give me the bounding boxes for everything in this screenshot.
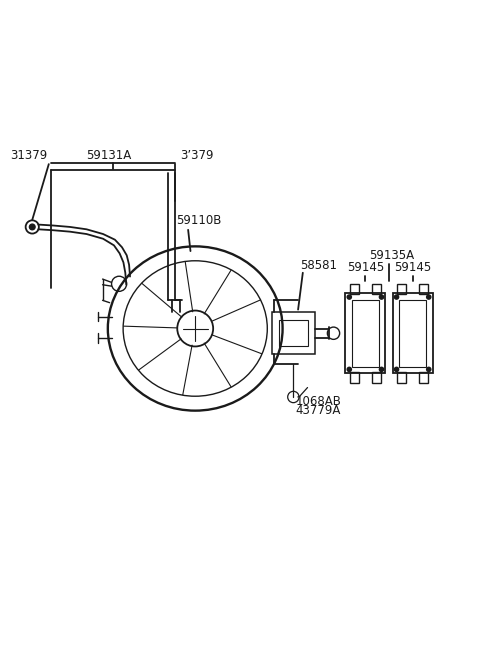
Circle shape (347, 294, 352, 300)
Text: 1068AB: 1068AB (296, 395, 342, 407)
Text: 3’379: 3’379 (180, 148, 214, 162)
Text: 59131A: 59131A (85, 148, 131, 162)
Text: 59145: 59145 (394, 261, 431, 274)
Circle shape (379, 367, 384, 373)
Circle shape (379, 294, 384, 300)
Text: 59110B: 59110B (176, 214, 222, 227)
Text: 59145: 59145 (347, 261, 384, 274)
Text: 43779A: 43779A (296, 404, 341, 417)
Circle shape (426, 294, 432, 300)
Circle shape (394, 367, 399, 373)
Text: 59135A: 59135A (369, 250, 414, 262)
Circle shape (426, 367, 432, 373)
Circle shape (347, 367, 352, 373)
Circle shape (29, 224, 35, 230)
Circle shape (394, 294, 399, 300)
Text: 31379: 31379 (10, 148, 48, 162)
Text: 58581: 58581 (300, 259, 337, 272)
